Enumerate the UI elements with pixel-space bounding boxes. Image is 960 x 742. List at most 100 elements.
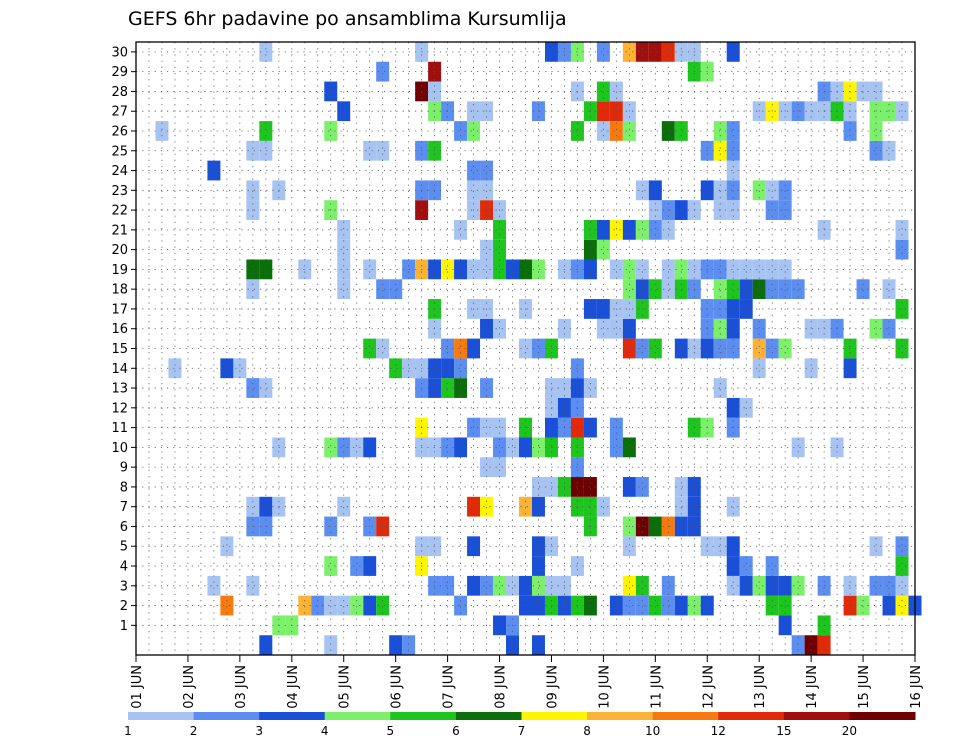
y-tick-label: 25 (111, 144, 128, 159)
precip-cell (726, 180, 740, 201)
precip-cell (674, 338, 688, 359)
precip-cell (350, 595, 364, 616)
precip-cell (570, 121, 584, 141)
precip-cell (467, 575, 481, 596)
x-tick-label: 09 JUN (545, 665, 560, 709)
precip-cell (467, 496, 481, 517)
precip-cell (648, 42, 662, 62)
precip-cell (506, 437, 519, 458)
precip-cell (376, 338, 390, 359)
precip-cell (648, 180, 662, 201)
y-tick-label: 15 (111, 342, 128, 357)
x-tick-label: 12 JUN (701, 665, 716, 709)
precip-cell (622, 121, 636, 141)
precip-cell (467, 160, 481, 181)
precip-cell (246, 279, 260, 300)
precip-cell (570, 556, 584, 576)
precip-cell (519, 437, 532, 458)
precip-cell (895, 575, 909, 596)
y-tick-label: 4 (120, 560, 128, 575)
precip-cell (648, 595, 662, 616)
precip-cell (363, 259, 377, 280)
precip-cell (622, 219, 636, 240)
precip-cell (480, 575, 494, 596)
precip-cell (752, 279, 766, 300)
y-tick-label: 22 (111, 204, 128, 219)
precip-cell (895, 239, 909, 260)
precip-cell (765, 259, 779, 280)
colorbar-swatch (718, 712, 785, 720)
x-tick-label: 11 JUN (649, 665, 664, 709)
precip-cell (609, 81, 623, 102)
precip-cell (570, 358, 584, 379)
precip-cell (493, 318, 507, 339)
precip-cell (570, 259, 584, 280)
precip-cell (817, 635, 831, 655)
precip-cell (519, 575, 532, 596)
colorbar-label: 3 (255, 724, 263, 738)
precip-cell (895, 556, 909, 576)
precip-cell (259, 378, 273, 398)
precip-cell (596, 81, 610, 102)
precip-cell (441, 338, 455, 359)
precip-cell (882, 279, 896, 300)
precip-cell (506, 575, 519, 596)
precip-cell (622, 42, 636, 62)
colorbar-label: 15 (776, 724, 791, 738)
precip-cell (337, 259, 351, 280)
precip-cell (337, 595, 351, 616)
precip-cell (337, 239, 351, 260)
precip-cell (519, 338, 532, 359)
precip-cell (856, 595, 870, 616)
precip-cell (726, 121, 740, 141)
precip-cell (635, 180, 649, 201)
precip-cell (778, 575, 792, 596)
precip-cell (531, 556, 545, 576)
precip-cell (246, 496, 260, 517)
precip-cell (519, 496, 532, 517)
y-tick-label: 23 (111, 184, 128, 199)
precip-cell (661, 259, 675, 280)
precip-cell (596, 219, 610, 240)
y-tick-label: 30 (111, 45, 128, 60)
y-tick-label: 27 (111, 105, 128, 120)
precip-cell (804, 358, 818, 379)
precip-cell (817, 81, 831, 102)
precip-cell (324, 556, 338, 576)
y-tick-label: 24 (111, 164, 128, 179)
precip-cell (570, 496, 584, 517)
precip-cell (882, 595, 896, 616)
y-tick-label: 9 (120, 461, 128, 476)
precip-cell (752, 180, 766, 201)
x-tick-label: 03 JUN (234, 665, 249, 709)
precip-cell (622, 437, 636, 458)
precip-cell (246, 140, 260, 161)
precip-cell (441, 437, 455, 458)
x-tick-label: 04 JUN (286, 665, 301, 709)
precip-cell (622, 259, 636, 280)
precip-cell (363, 595, 377, 616)
precip-cell (726, 42, 740, 62)
x-tick-label: 01 JUN (130, 665, 145, 709)
colorbar-label: 5 (387, 724, 395, 738)
y-tick-label: 12 (111, 401, 128, 416)
precip-cell (882, 318, 896, 339)
precip-cell (856, 81, 870, 102)
precip-cell (531, 595, 545, 616)
precip-cell (648, 279, 662, 300)
precip-cell (895, 338, 909, 359)
precip-cell (817, 219, 831, 240)
precip-cell (817, 575, 831, 596)
precip-cell (298, 259, 312, 280)
precip-cell (869, 575, 883, 596)
precip-cell (220, 358, 234, 379)
precip-cell (713, 338, 727, 359)
precip-cell (622, 318, 636, 339)
precip-cell (713, 536, 727, 557)
precip-cell (869, 81, 883, 102)
precip-cell (363, 556, 377, 576)
precip-cell (609, 121, 623, 141)
colorbar-swatch (193, 712, 260, 720)
precip-cell (570, 42, 584, 62)
